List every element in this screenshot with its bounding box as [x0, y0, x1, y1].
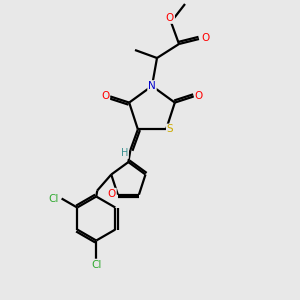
Text: O: O [108, 189, 116, 199]
Text: O: O [195, 92, 203, 101]
Text: O: O [166, 13, 174, 23]
Text: N: N [148, 81, 156, 91]
Text: Cl: Cl [91, 260, 101, 269]
Text: S: S [167, 124, 173, 134]
Text: O: O [101, 92, 109, 101]
Text: O: O [201, 33, 209, 43]
Text: Cl: Cl [48, 194, 59, 203]
Text: H: H [121, 148, 128, 158]
